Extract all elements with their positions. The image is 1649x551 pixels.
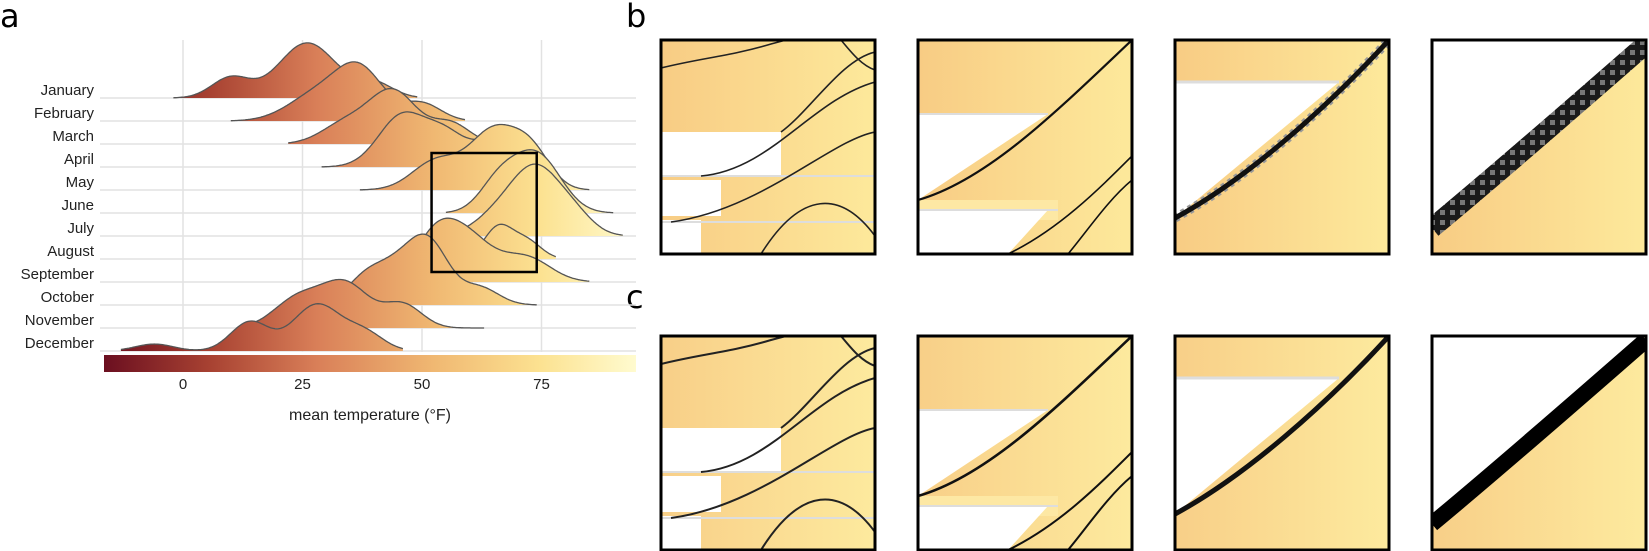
ridge-line-december <box>120 303 404 351</box>
ridge-fill-july <box>436 164 623 236</box>
month-label: February <box>34 105 95 122</box>
x-tick-label: 25 <box>294 376 311 393</box>
month-label: December <box>25 335 94 352</box>
ridge-line-february <box>230 61 466 122</box>
month-label: January <box>41 82 95 99</box>
inset-frame <box>1173 38 1391 256</box>
x-tick-labels: 0 25 50 75 <box>179 376 550 393</box>
ridge-line-november <box>249 278 485 329</box>
month-label: April <box>64 151 94 168</box>
ridgeline-chart: January February March April May June July Augu… <box>21 40 636 424</box>
month-label: July <box>67 220 94 237</box>
x-tick-label: 50 <box>414 376 431 393</box>
month-label: September <box>21 266 94 283</box>
ridge-line-march <box>288 87 490 144</box>
panel-label-b: b <box>626 0 647 35</box>
inset-b-3 <box>1173 38 1391 256</box>
panel-label-a: a <box>0 0 20 35</box>
inset-c-3 <box>1173 334 1391 551</box>
month-labels: January February March April May June July Augu… <box>21 82 95 352</box>
inset-frame <box>659 38 877 256</box>
month-label: August <box>47 243 95 260</box>
inset-c-1 <box>659 334 877 551</box>
ridge-line-june <box>445 149 614 214</box>
zoom-box <box>430 151 538 274</box>
month-label: November <box>25 312 94 329</box>
inset-b-2 <box>916 38 1134 256</box>
x-axis-title: mean temperature (°F) <box>289 407 451 424</box>
inset-c-4 <box>1430 334 1648 551</box>
month-label: June <box>61 197 94 214</box>
colorbar <box>104 355 636 372</box>
inset-b-1 <box>659 38 877 256</box>
inset-b-4 <box>1430 38 1648 256</box>
inset-frame <box>1430 38 1648 256</box>
month-label: May <box>66 174 95 191</box>
inset-c-2 <box>916 334 1134 551</box>
inset-frame <box>916 38 1134 256</box>
inset-frame <box>1173 334 1391 551</box>
month-label: March <box>52 128 94 145</box>
zoom-insets <box>659 38 1648 551</box>
x-tick-label: 0 <box>179 376 187 393</box>
inset-frame <box>659 334 877 551</box>
inset-frame <box>916 334 1134 551</box>
x-tick-label: 75 <box>533 376 550 393</box>
month-label: October <box>41 289 94 306</box>
ridge-fill-december <box>120 303 403 351</box>
inset-frame <box>1430 334 1648 551</box>
